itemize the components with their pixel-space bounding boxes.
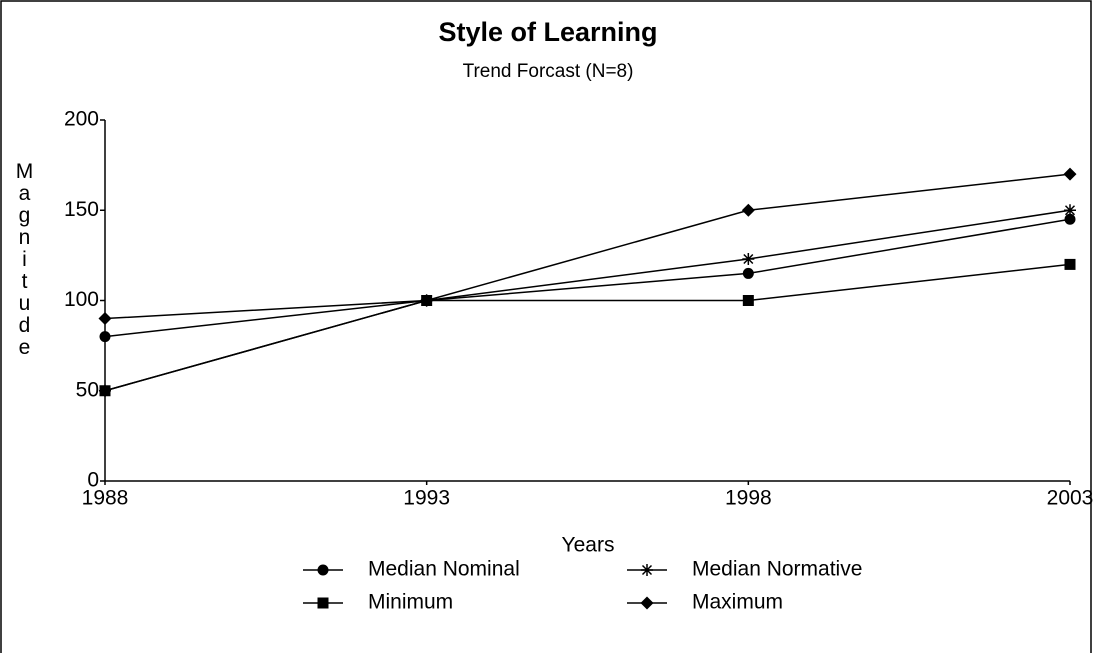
marker xyxy=(99,385,111,397)
y-tick-label: 200 xyxy=(64,108,99,131)
marker xyxy=(1064,213,1076,225)
marker xyxy=(99,331,111,343)
x-tick-label: 2003 xyxy=(1047,487,1094,510)
marker xyxy=(317,597,329,609)
series-line xyxy=(104,263,1071,392)
marker xyxy=(1064,204,1076,217)
legend-label: Maximum xyxy=(692,591,783,614)
marker xyxy=(1063,167,1077,181)
x-tick-label: 1993 xyxy=(403,487,450,510)
y-tick-label: 150 xyxy=(64,198,99,221)
marker xyxy=(1064,258,1076,270)
x-tick-label: 1988 xyxy=(82,487,129,510)
marker xyxy=(317,564,329,576)
marker xyxy=(420,294,434,307)
series-line xyxy=(104,173,1071,320)
marker xyxy=(741,203,755,217)
y-tick-label: 0 xyxy=(87,469,99,492)
legend-label: Median Normative xyxy=(692,558,862,581)
chart-title: Style of Learning xyxy=(438,17,657,47)
chart-subtitle: Trend Forcast (N=8) xyxy=(463,61,634,82)
legend-label: Median Nominal xyxy=(368,558,520,581)
marker xyxy=(98,312,112,326)
y-axis-label: Magnitude xyxy=(13,160,36,358)
marker xyxy=(641,564,653,576)
x-axis-label: Years xyxy=(562,534,615,557)
marker xyxy=(742,295,754,306)
marker xyxy=(640,596,654,610)
x-tick-label: 1998 xyxy=(725,487,772,510)
y-tick-label: 50 xyxy=(76,378,99,401)
marker xyxy=(742,252,755,265)
marker xyxy=(742,267,754,279)
y-tick-label: 100 xyxy=(64,288,99,311)
legend-label: Minimum xyxy=(368,591,453,614)
series-line xyxy=(104,218,1071,338)
